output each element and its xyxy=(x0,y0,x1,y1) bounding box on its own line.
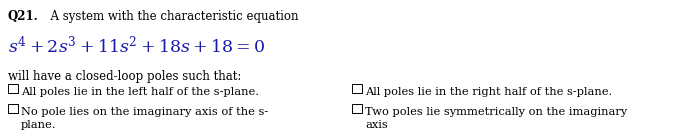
Text: A system with the characteristic equation: A system with the characteristic equatio… xyxy=(43,10,299,23)
Text: $s^4 + 2s^3 + 11s^2 + 18s + 18 = 0$: $s^4 + 2s^3 + 11s^2 + 18s + 18 = 0$ xyxy=(8,36,265,57)
Bar xyxy=(352,83,362,92)
Bar xyxy=(352,104,362,112)
Text: Q21.: Q21. xyxy=(8,10,39,23)
Bar xyxy=(8,83,18,92)
Text: No pole lies on the imaginary axis of the s-
plane.: No pole lies on the imaginary axis of th… xyxy=(21,107,268,129)
Bar xyxy=(8,104,18,112)
Text: will have a closed-loop poles such that:: will have a closed-loop poles such that: xyxy=(8,70,242,83)
Text: Two poles lie symmetrically on the imaginary
axis: Two poles lie symmetrically on the imagi… xyxy=(365,107,628,129)
Text: All poles lie in the right half of the s-plane.: All poles lie in the right half of the s… xyxy=(365,87,612,97)
Text: All poles lie in the left half of the s-plane.: All poles lie in the left half of the s-… xyxy=(21,87,259,97)
